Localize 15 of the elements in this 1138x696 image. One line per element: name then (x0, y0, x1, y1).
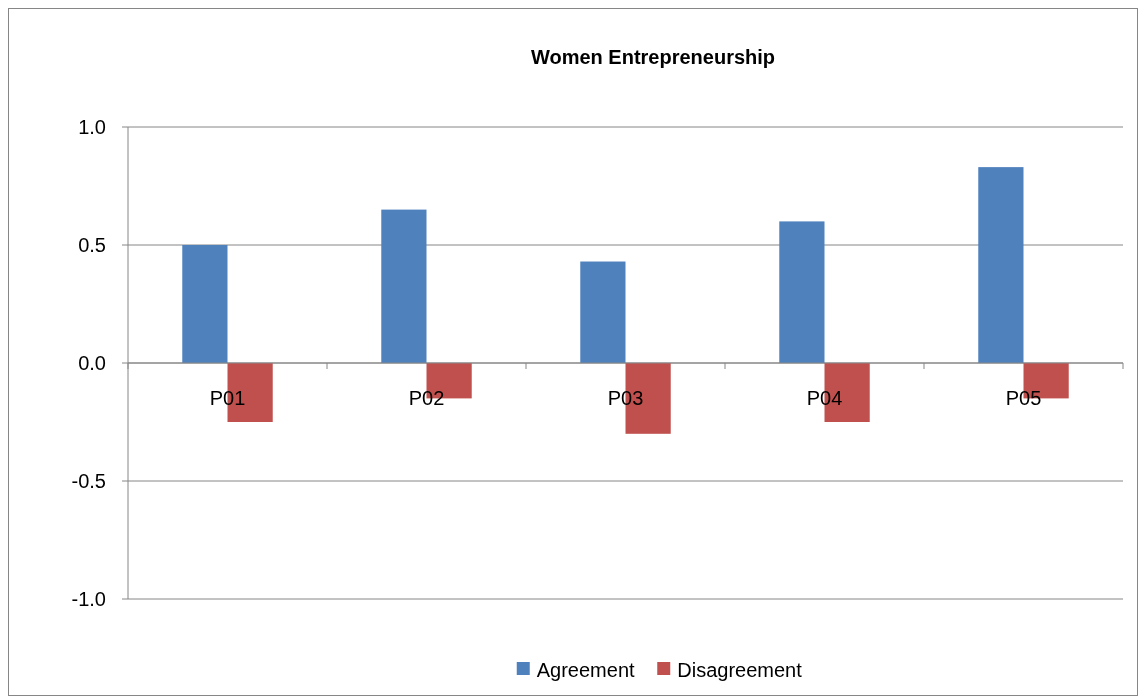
y-tick-label: -1.0 (71, 588, 106, 610)
chart-title: Women Entrepreneurship (530, 46, 776, 68)
y-tick-label: 1.0 (78, 116, 106, 138)
y-tick-label: 0.0 (78, 352, 106, 374)
y-tick-label: -0.5 (71, 470, 106, 492)
bar (978, 167, 1024, 363)
bar (580, 261, 626, 363)
x-tick-label: P05 (1005, 387, 1042, 409)
bar (381, 209, 427, 363)
x-tick-label: P02 (408, 387, 445, 409)
bar (779, 221, 825, 363)
legend-label: Disagreement (677, 659, 803, 681)
legend-label: Agreement (536, 659, 636, 681)
bar (182, 245, 228, 363)
y-tick-label: 0.5 (78, 234, 106, 256)
